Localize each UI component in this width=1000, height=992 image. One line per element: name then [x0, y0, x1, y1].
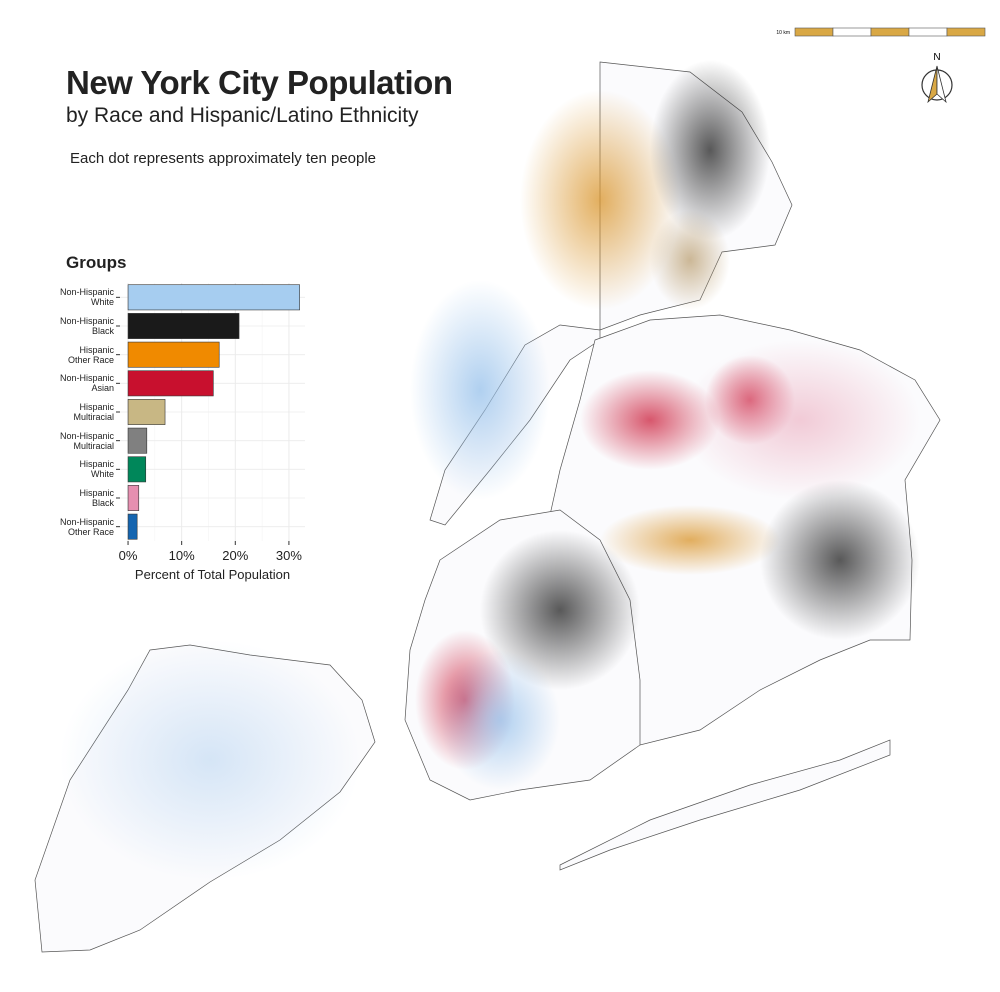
- chart: 0% 10% 20% 30% Percent of Total Population: [116, 283, 305, 582]
- dot-cluster: [60, 640, 360, 880]
- title: New York City Population: [66, 64, 453, 101]
- north-arrow: N: [921, 52, 953, 104]
- y-tick-label: Non-Hispanic White: [59, 287, 114, 308]
- rockaway: [559, 739, 891, 871]
- dot-cluster: [410, 280, 550, 500]
- compass-needle: [927, 65, 938, 104]
- bar: [127, 513, 138, 540]
- scale-segment: [870, 27, 910, 37]
- bar: [127, 427, 148, 454]
- dot-cluster: [650, 210, 730, 310]
- x-tick-label: 10%: [169, 548, 195, 563]
- bar: [127, 370, 214, 397]
- y-tick-label: Hispanic Other Race: [67, 344, 114, 365]
- dot-cluster: [650, 60, 770, 240]
- bar: [127, 341, 220, 368]
- y-tick-label: Hispanic White: [79, 459, 114, 480]
- scale-segment: [794, 27, 834, 37]
- y-tick-label: Non-Hispanic Asian: [59, 373, 114, 394]
- subtitle: by Race and Hispanic/Latino Ethnicity: [66, 104, 419, 127]
- dot-cluster: [520, 90, 680, 310]
- scale-label: 10 km: [776, 30, 790, 36]
- scale-bar: 10 km: [776, 27, 986, 37]
- dot-density: [60, 60, 920, 880]
- chart-title: Groups: [66, 253, 127, 272]
- dot-cluster: [440, 650, 560, 790]
- x-axis-title: Percent of Total Population: [135, 567, 290, 582]
- y-tick-label: Non-Hispanic Multiracial: [59, 430, 114, 451]
- dot-cluster: [680, 340, 920, 500]
- scale-segment: [832, 27, 872, 37]
- y-tick-label: Hispanic Black: [79, 488, 114, 508]
- bar: [127, 485, 140, 511]
- y-tick-label: Non-Hispanic Other Race: [59, 516, 114, 537]
- north-label: N: [933, 52, 940, 63]
- y-tick-label: Hispanic Multiracial: [73, 402, 114, 422]
- y-tick-label: Non-Hispanic Black: [59, 316, 114, 336]
- x-tick-label: 30%: [276, 548, 302, 563]
- x-tick-label: 20%: [222, 548, 248, 563]
- dot-cluster: [760, 480, 920, 640]
- compass-needle: [936, 65, 947, 104]
- bar: [127, 399, 166, 425]
- dot-cluster: [480, 530, 640, 690]
- scale-segment: [908, 27, 948, 37]
- bar: [127, 284, 300, 311]
- note: Each dot represents approximately ten pe…: [70, 150, 377, 167]
- scale-segment: [946, 27, 986, 37]
- bar: [127, 456, 147, 483]
- x-tick-label: 0%: [119, 548, 138, 563]
- bar: [127, 313, 240, 339]
- dot-cluster: [580, 370, 720, 470]
- dot-cluster: [600, 505, 780, 575]
